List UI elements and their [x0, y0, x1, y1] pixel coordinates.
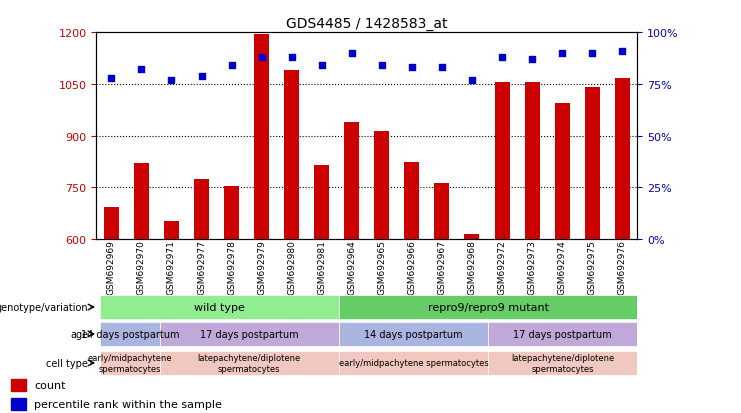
Point	[466, 77, 478, 84]
Point	[586, 50, 598, 57]
Bar	[585, 88, 599, 240]
Text: count: count	[34, 380, 65, 390]
Point	[346, 50, 358, 57]
Text: 14 days postpartum: 14 days postpartum	[364, 329, 462, 339]
Text: GSM692967: GSM692967	[437, 240, 446, 294]
Bar	[525, 83, 539, 240]
Bar	[160, 322, 339, 346]
Point	[617, 48, 628, 55]
Bar	[345, 123, 359, 240]
Text: GSM692971: GSM692971	[167, 240, 176, 294]
Text: early/midpachytene spermatocytes: early/midpachytene spermatocytes	[339, 358, 488, 368]
Point	[316, 63, 328, 69]
Text: age: age	[70, 329, 88, 339]
Text: GSM692966: GSM692966	[408, 240, 416, 294]
Text: GSM692978: GSM692978	[227, 240, 236, 294]
Text: genotype/variation: genotype/variation	[0, 302, 88, 312]
Text: 17 days postpartum: 17 days postpartum	[514, 329, 612, 339]
Text: 14 days postpartum: 14 days postpartum	[81, 329, 179, 339]
Bar	[374, 132, 389, 240]
Bar	[100, 322, 160, 346]
Bar	[100, 351, 160, 375]
Text: early/midpachytene
spermatocytes: early/midpachytene spermatocytes	[87, 354, 172, 373]
Point	[556, 50, 568, 57]
Text: GSM692973: GSM692973	[528, 240, 536, 294]
Bar	[339, 295, 637, 319]
Text: GSM692964: GSM692964	[348, 240, 356, 294]
Bar	[194, 180, 209, 240]
Bar	[494, 83, 510, 240]
Bar	[339, 322, 488, 346]
Point	[136, 67, 147, 74]
Point	[436, 65, 448, 71]
Text: cell type: cell type	[46, 358, 88, 368]
Text: GSM692969: GSM692969	[107, 240, 116, 294]
Bar	[434, 183, 450, 240]
Bar	[160, 351, 339, 375]
Point	[196, 73, 207, 80]
Bar	[554, 104, 570, 240]
Point	[496, 55, 508, 61]
Bar	[100, 295, 339, 319]
Point	[225, 63, 237, 69]
Text: GSM692981: GSM692981	[317, 240, 326, 294]
Point	[165, 77, 177, 84]
Point	[526, 57, 538, 63]
Bar	[224, 187, 239, 240]
Bar	[12, 398, 26, 410]
Bar	[488, 322, 637, 346]
Title: GDS4485 / 1428583_at: GDS4485 / 1428583_at	[286, 17, 448, 31]
Point	[376, 63, 388, 69]
Text: 17 days postpartum: 17 days postpartum	[200, 329, 299, 339]
Text: GSM692974: GSM692974	[558, 240, 567, 294]
Point	[105, 75, 117, 82]
Bar	[134, 164, 149, 240]
Point	[256, 55, 268, 61]
Text: GSM692979: GSM692979	[257, 240, 266, 294]
Bar	[284, 71, 299, 240]
Text: wild type: wild type	[194, 302, 245, 312]
Bar	[12, 380, 26, 392]
Text: repro9/repro9 mutant: repro9/repro9 mutant	[428, 302, 548, 312]
Bar	[314, 166, 329, 240]
Point	[286, 55, 298, 61]
Point	[406, 65, 418, 71]
Bar	[615, 78, 630, 240]
Text: GSM692970: GSM692970	[137, 240, 146, 294]
Bar	[254, 35, 269, 240]
Bar	[339, 351, 488, 375]
Text: latepachytene/diplotene
spermatocytes: latepachytene/diplotene spermatocytes	[198, 354, 301, 373]
Bar	[488, 351, 637, 375]
Text: GSM692975: GSM692975	[588, 240, 597, 294]
Text: GSM692980: GSM692980	[288, 240, 296, 294]
Text: GSM692977: GSM692977	[197, 240, 206, 294]
Text: GSM692968: GSM692968	[468, 240, 476, 294]
Bar	[405, 163, 419, 240]
Text: latepachytene/diplotene
spermatocytes: latepachytene/diplotene spermatocytes	[511, 354, 614, 373]
Text: GSM692972: GSM692972	[497, 240, 507, 294]
Text: GSM692976: GSM692976	[618, 240, 627, 294]
Bar	[104, 207, 119, 240]
Bar	[164, 221, 179, 240]
Bar	[465, 235, 479, 240]
Text: GSM692965: GSM692965	[377, 240, 386, 294]
Text: percentile rank within the sample: percentile rank within the sample	[34, 399, 222, 409]
